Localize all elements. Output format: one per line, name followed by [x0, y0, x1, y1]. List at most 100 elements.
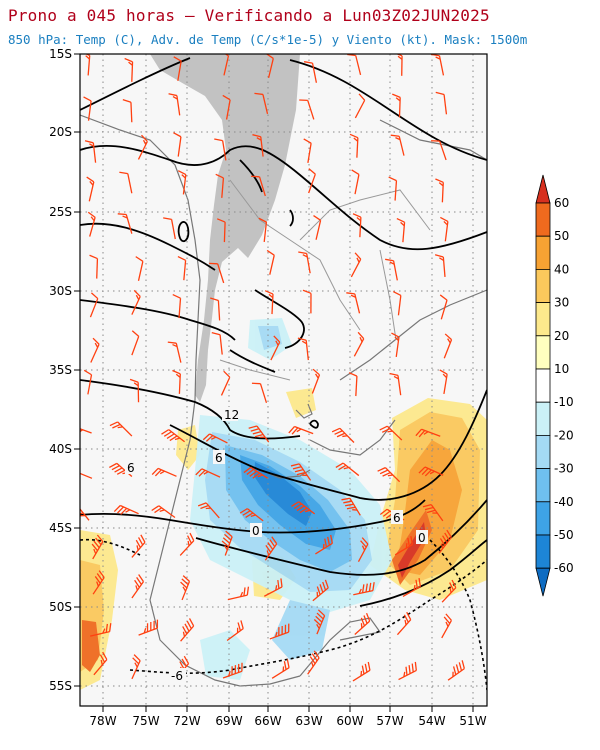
- wind-barb: [269, 623, 290, 640]
- colorbar-label: 10: [554, 362, 569, 376]
- wind-barb: [163, 217, 176, 240]
- wind-barb: [138, 619, 159, 636]
- wind-barb: [250, 175, 266, 197]
- wind-barb: [307, 650, 320, 675]
- wind-barb: [239, 508, 264, 522]
- wind-barb: [195, 468, 221, 478]
- wind-barb: [243, 466, 268, 479]
- wind-barb: [434, 254, 446, 278]
- wind-barb: [91, 534, 104, 560]
- wind-barb: [388, 176, 398, 201]
- wind-barb: [172, 369, 181, 394]
- wind-barb: [254, 92, 269, 115]
- lat-label: 45S: [49, 521, 72, 535]
- wind-barb: [315, 534, 334, 555]
- contour-labels: 12 6 6 6 0 0 -6: [125, 407, 428, 683]
- wind-barb: [151, 467, 177, 477]
- wind-barb: [430, 54, 445, 76]
- wind-barb: [264, 290, 274, 315]
- wind-barb: [390, 134, 405, 156]
- colorbar-cap-bottom: [535, 567, 551, 597]
- colorbar-label: 20: [554, 329, 569, 343]
- colorbar-label: -20: [554, 428, 574, 442]
- colorbar-swatch: [535, 368, 551, 403]
- wind-barb: [124, 57, 134, 82]
- wind-barb: [348, 372, 358, 397]
- wind-barb: [117, 213, 133, 234]
- wind-barb: [251, 382, 268, 403]
- lat-label: 25S: [49, 205, 72, 219]
- wind-barb: [227, 586, 250, 601]
- colorbar-swatch: [535, 235, 551, 270]
- wind-barb: [308, 168, 316, 194]
- wind-barb: [341, 497, 361, 516]
- wind-barb: [266, 249, 275, 275]
- contour-label-6b: 6: [215, 451, 223, 465]
- wind-barb: [131, 654, 141, 680]
- wind-barb: [80, 504, 90, 521]
- wind-barb: [353, 582, 375, 596]
- wind-barb: [354, 93, 366, 119]
- colorbar-label: 60: [554, 196, 569, 210]
- wind-barb: [350, 252, 362, 278]
- colorbar-label: 30: [554, 296, 569, 310]
- wind-barb: [290, 463, 312, 481]
- wind-barb: [214, 138, 227, 161]
- wind-barb: [131, 574, 144, 599]
- wind-barb: [173, 132, 182, 157]
- wind-barb: [357, 537, 369, 562]
- wind-barb: [83, 369, 93, 395]
- lat-label: 15S: [49, 47, 72, 61]
- wind-barbs: [80, 54, 465, 682]
- wind-barb: [108, 462, 133, 478]
- wind-barb: [270, 335, 281, 361]
- lon-label: 72W: [173, 714, 200, 728]
- wind-barb: [87, 211, 96, 237]
- colorbar: 60 50 40 30 20 10 -10 -20 -30 -40 -50 -60: [535, 174, 574, 597]
- lat-label: 40S: [49, 442, 72, 456]
- wind-barb: [402, 578, 422, 597]
- wind-barb: [202, 433, 228, 444]
- wind-barb: [113, 504, 139, 515]
- wind-barb: [129, 378, 140, 403]
- wind-barb: [215, 173, 225, 198]
- lat-label: 20S: [49, 125, 72, 139]
- colorbar-swatch: [535, 202, 551, 237]
- colorbar-label: -10: [554, 395, 574, 409]
- wind-barb: [137, 134, 148, 160]
- lon-label: 75W: [132, 714, 159, 728]
- wind-barb: [209, 262, 225, 284]
- contour-label-12: 12: [224, 408, 239, 422]
- wind-barb: [331, 427, 355, 443]
- wind-barb: [335, 462, 360, 477]
- wind-barb: [220, 370, 231, 396]
- wind-barb: [81, 54, 91, 76]
- wind-barb: [303, 61, 318, 83]
- lon-label: 69W: [215, 714, 242, 728]
- wind-barb: [197, 502, 220, 519]
- wind-barb: [92, 570, 105, 595]
- wind-barb: [297, 337, 309, 361]
- wind-barb: [392, 93, 401, 118]
- lon-label: 63W: [295, 714, 322, 728]
- wind-barb: [177, 256, 187, 281]
- wind-barb: [347, 54, 362, 76]
- wind-barb: [415, 428, 441, 438]
- wind-barb: [89, 254, 99, 279]
- wind-barb: [398, 661, 417, 681]
- lon-label: 66W: [254, 714, 281, 728]
- wind-barb: [252, 134, 264, 157]
- wind-barb: [80, 470, 93, 479]
- wind-barb: [90, 337, 100, 363]
- colorbar-swatch: [535, 335, 551, 370]
- wind-barb: [435, 178, 444, 203]
- wind-barb: [177, 170, 187, 195]
- wind-barb: [151, 505, 176, 519]
- colorbar-label: -60: [554, 561, 574, 575]
- wind-barb: [220, 54, 230, 76]
- lat-label: 50S: [49, 600, 72, 614]
- wind-barb: [349, 133, 359, 158]
- wind-barb: [161, 429, 186, 443]
- wind-barb: [351, 169, 360, 195]
